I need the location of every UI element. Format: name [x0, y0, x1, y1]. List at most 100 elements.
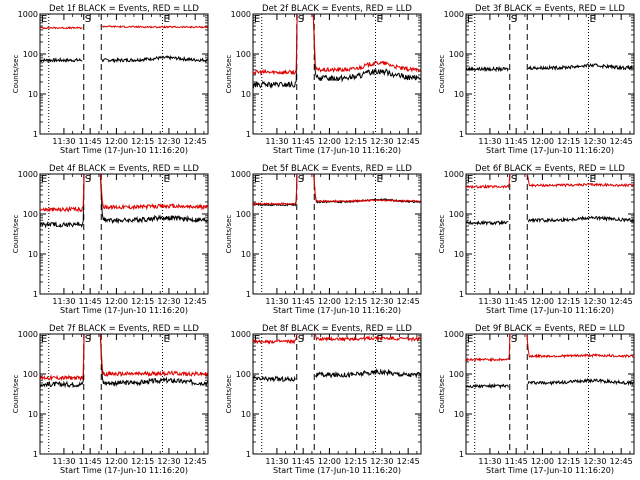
y-tick-label: 100 [23, 370, 38, 379]
x-tick-label: 11:30 [265, 137, 288, 146]
lld-series-line-pre [253, 174, 298, 206]
x-tick-label: 12:00 [105, 137, 128, 146]
y-tick-label: 1 [459, 290, 464, 299]
events-series-line-pre [253, 14, 298, 89]
x-tick-label: 11:30 [265, 297, 288, 306]
marker-e: E [590, 14, 596, 25]
x-tick-label: 12:30 [583, 457, 606, 466]
plot-frame [39, 333, 209, 455]
x-axis-label: Start Time (17-Jun-10 11:16:20) [273, 306, 401, 315]
marker-e-start: E [467, 174, 473, 185]
y-tick-label: 1000 [18, 330, 38, 339]
events-series-line-post [99, 334, 208, 388]
x-tick-label: 11:30 [265, 457, 288, 466]
marker-e-start: E [41, 334, 47, 345]
x-tick-label: 11:45 [292, 457, 315, 466]
events-series-line-pre [40, 56, 83, 64]
y-tick-label: 1 [246, 450, 251, 459]
y-tick-label: 1 [246, 130, 251, 139]
marker-s: S [85, 14, 91, 25]
x-tick-label: 12:45 [184, 137, 207, 146]
x-tick-label: 12:00 [318, 457, 341, 466]
events-series-line-pre [40, 334, 85, 389]
detector-plot-3: Det 3f BLACK = Events, RED = LLD 1 10 100 10… [438, 4, 635, 155]
x-tick-label: 12:15 [557, 457, 580, 466]
lld-series-line-pre [466, 174, 511, 189]
x-tick-label: 12:15 [344, 457, 367, 466]
plot-frame [252, 173, 422, 295]
y-axis-label: Counts/sec [12, 215, 20, 254]
y-axis-label: Counts/sec [438, 55, 446, 94]
y-tick-label: 10 [241, 90, 251, 99]
x-tick-label: 12:15 [131, 137, 154, 146]
x-tick-label: 12:15 [131, 457, 154, 466]
lld-series-line-pre [40, 334, 85, 382]
x-tick-label: 11:45 [292, 137, 315, 146]
x-axis-label: Start Time (17-Jun-10 11:16:20) [486, 466, 614, 475]
marker-s: S [85, 334, 91, 345]
y-tick-label: 1000 [18, 170, 38, 179]
plot-title: Det 4f BLACK = Events, RED = LLD [49, 164, 199, 174]
marker-e-start: E [254, 174, 260, 185]
x-tick-label: 11:30 [478, 297, 501, 306]
y-axis-label: Counts/sec [225, 375, 233, 414]
plot-frame [39, 13, 209, 135]
x-tick-label: 11:30 [478, 457, 501, 466]
x-tick-label: 11:45 [79, 137, 102, 146]
x-tick-label: 12:00 [531, 137, 554, 146]
plot-frame [252, 333, 422, 455]
x-tick-label: 12:15 [344, 297, 367, 306]
plot-frame [252, 13, 422, 135]
marker-s: S [85, 174, 91, 185]
x-tick-label: 11:45 [79, 457, 102, 466]
x-tick-label: 12:30 [370, 137, 393, 146]
events-series-line-post [527, 377, 634, 387]
detector-plot-5: Det 5f BLACK = Events, RED = LLD 1 10 100 10… [225, 164, 422, 315]
x-tick-label: 12:45 [397, 137, 420, 146]
marker-e: E [377, 14, 383, 25]
x-axis-label: Start Time (17-Jun-10 11:16:20) [60, 466, 188, 475]
plot-title: Det 9f BLACK = Events, RED = LLD [475, 324, 625, 334]
detector-plot-6: Det 6f BLACK = Events, RED = LLD 1 10 100 10… [438, 164, 635, 315]
plot-frame [465, 173, 635, 295]
x-axis-label: Start Time (17-Jun-10 11:16:20) [486, 306, 614, 315]
y-tick-label: 1000 [231, 10, 251, 19]
marker-e: E [164, 14, 170, 25]
y-axis-label: Counts/sec [438, 215, 446, 254]
marker-e-start: E [467, 14, 473, 25]
lld-series-line-post [526, 174, 634, 188]
lld-series-line-post [313, 174, 421, 203]
x-tick-label: 12:15 [557, 137, 580, 146]
y-tick-label: 10 [454, 90, 464, 99]
plot-title: Det 6f BLACK = Events, RED = LLD [475, 164, 625, 174]
y-tick-label: 10 [28, 250, 38, 259]
events-series-line-post [527, 215, 634, 224]
lld-series-line-post [526, 334, 634, 359]
y-axis-label: Counts/sec [225, 55, 233, 94]
y-tick-label: 1 [33, 290, 38, 299]
y-tick-label: 10 [241, 250, 251, 259]
y-tick-label: 1000 [231, 170, 251, 179]
marker-e-start: E [254, 14, 260, 25]
y-tick-label: 1 [33, 450, 38, 459]
x-tick-label: 12:00 [318, 137, 341, 146]
x-tick-label: 12:15 [557, 297, 580, 306]
lld-series-line-pre [40, 26, 83, 30]
lld-series-line-post [101, 24, 208, 29]
events-series-line-pre [466, 65, 509, 73]
events-series-line-post [312, 14, 421, 83]
x-tick-label: 11:30 [478, 137, 501, 146]
y-tick-label: 1000 [444, 330, 464, 339]
y-axis-label: Counts/sec [225, 215, 233, 254]
detector-plot-4: Det 4f BLACK = Events, RED = LLD 1 10 100 10… [12, 164, 209, 315]
x-tick-label: 12:15 [344, 137, 367, 146]
marker-e: E [377, 174, 383, 185]
lld-series-line-post [99, 334, 208, 378]
y-tick-label: 100 [23, 210, 38, 219]
x-axis-label: Start Time (17-Jun-10 11:16:20) [273, 466, 401, 475]
y-tick-label: 100 [236, 370, 251, 379]
marker-s: S [511, 334, 517, 345]
x-tick-label: 11:45 [79, 297, 102, 306]
y-axis-label: Counts/sec [438, 375, 446, 414]
